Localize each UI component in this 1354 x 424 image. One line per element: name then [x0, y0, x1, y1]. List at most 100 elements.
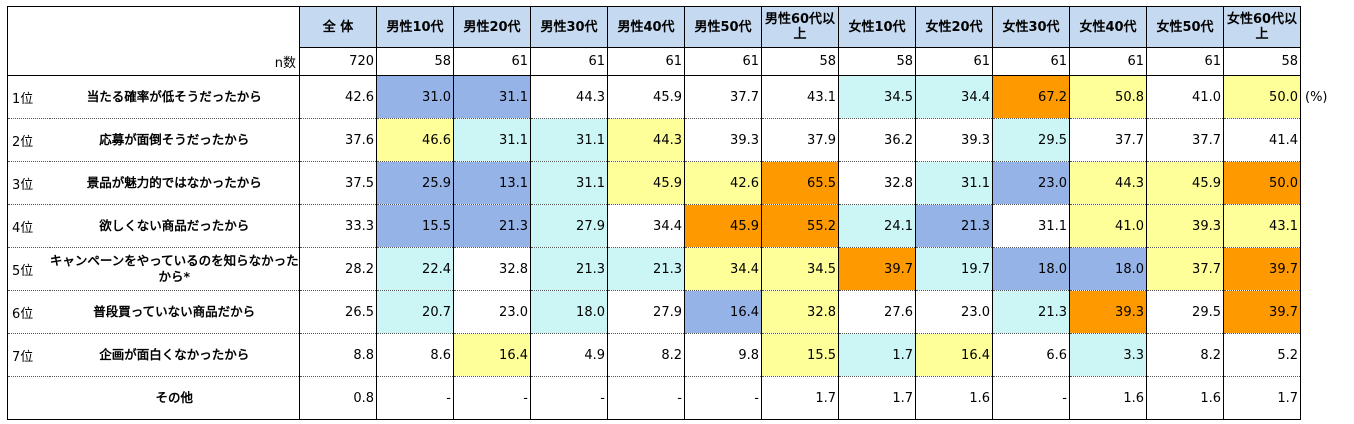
rank-cell: [7, 376, 50, 420]
value-cell: 26.5: [299, 290, 377, 334]
value-cell: 34.4: [915, 75, 993, 119]
value-cell: 18.0: [1069, 247, 1147, 291]
value-cell: 29.5: [1146, 290, 1224, 334]
spacer-cell: [1300, 290, 1339, 334]
value-cell: 37.7: [684, 75, 762, 119]
n-value: 61: [1069, 47, 1147, 76]
survey-table: 全 体男性10代 男性20代 男性30代 男性40代 男性50代 男性60代以上 女性10代…: [7, 6, 1339, 420]
value-cell: 44.3: [1069, 161, 1147, 205]
value-cell: 37.7: [1069, 118, 1147, 162]
spacer-cell: [1300, 161, 1339, 205]
value-cell: 22.4: [376, 247, 454, 291]
n-value: 61: [453, 47, 531, 76]
value-cell: 45.9: [607, 161, 685, 205]
column-header: 男性10代: [376, 6, 454, 48]
value-cell: 28.2: [299, 247, 377, 291]
value-cell: 33.3: [299, 204, 377, 248]
value-cell: 37.7: [1146, 247, 1224, 291]
table-row: 2位 応募が面倒そうだったから 37.6 46.6 31.1 31.1 44.3 39.3 37…: [7, 118, 1339, 162]
value-cell: 39.7: [1223, 290, 1301, 334]
rank-cell: 5位: [7, 247, 50, 291]
value-cell: 21.3: [992, 290, 1070, 334]
value-cell: 41.0: [1069, 204, 1147, 248]
value-cell: 21.3: [915, 204, 993, 248]
value-cell: 31.1: [453, 75, 531, 119]
column-header: 女性10代: [838, 6, 916, 48]
column-header: 女性50代: [1146, 6, 1224, 48]
value-cell: 39.3: [1146, 204, 1224, 248]
value-cell: -: [607, 376, 685, 420]
value-cell: 27.6: [838, 290, 916, 334]
value-cell: 15.5: [376, 204, 454, 248]
value-cell: 43.1: [1223, 204, 1301, 248]
column-header: 女性60代以上: [1223, 6, 1301, 48]
value-cell: 23.0: [915, 290, 993, 334]
value-cell: 5.2: [1223, 333, 1301, 377]
value-cell: 1.7: [761, 376, 839, 420]
n-label: n数: [7, 47, 300, 76]
table-row: 4位 欲しくない商品だったから 33.3 15.5 21.3 27.9 34.4 45.9 55…: [7, 204, 1339, 248]
spacer-cell: [1300, 333, 1339, 377]
value-cell: 27.9: [530, 204, 608, 248]
rank-cell: 3位: [7, 161, 50, 205]
value-cell: -: [530, 376, 608, 420]
column-header: 男性40代: [607, 6, 685, 48]
value-cell: 55.2: [761, 204, 839, 248]
spacer-cell: [1300, 204, 1339, 248]
value-cell: 21.3: [530, 247, 608, 291]
value-cell: 15.5: [761, 333, 839, 377]
value-cell: 16.4: [453, 333, 531, 377]
value-cell: 23.0: [453, 290, 531, 334]
column-header: 女性20代: [915, 6, 993, 48]
value-cell: 41.4: [1223, 118, 1301, 162]
value-cell: 31.0: [376, 75, 454, 119]
value-cell: 39.7: [838, 247, 916, 291]
column-header: 男性20代: [453, 6, 531, 48]
value-cell: 18.0: [530, 290, 608, 334]
table-row: その他 0.8- - - - -1.7 1.7 1.6-1.6 1.6 1.7: [7, 376, 1339, 420]
value-cell: 1.7: [838, 333, 916, 377]
table-row: 5位 キャンペーンをやっているのを知らなかったから* 28.2 22.4 32.8 21.…: [7, 247, 1339, 291]
value-cell: 45.9: [684, 204, 762, 248]
n-value: 61: [684, 47, 762, 76]
value-cell: 1.7: [838, 376, 916, 420]
value-cell: 25.9: [376, 161, 454, 205]
value-cell: 16.4: [684, 290, 762, 334]
value-cell: 44.3: [607, 118, 685, 162]
reason-label: 応募が面倒そうだったから: [49, 118, 300, 162]
value-cell: 23.0: [992, 161, 1070, 205]
n-value: 58: [761, 47, 839, 76]
value-cell: 36.2: [838, 118, 916, 162]
reason-label: 欲しくない商品だったから: [49, 204, 300, 248]
value-cell: 37.6: [299, 118, 377, 162]
column-header: 男性60代以上: [761, 6, 839, 48]
reason-label: その他: [49, 376, 300, 420]
value-cell: 45.9: [1146, 161, 1224, 205]
value-cell: 34.5: [838, 75, 916, 119]
n-value: 58: [1223, 47, 1301, 76]
unit-label: (%): [1300, 75, 1339, 119]
value-cell: 21.3: [453, 204, 531, 248]
value-cell: 44.3: [530, 75, 608, 119]
value-cell: 39.3: [915, 118, 993, 162]
value-cell: 39.3: [684, 118, 762, 162]
value-cell: 0.8: [299, 376, 377, 420]
value-cell: 34.4: [607, 204, 685, 248]
rank-cell: 4位: [7, 204, 50, 248]
value-cell: 6.6: [992, 333, 1070, 377]
value-cell: 1.6: [1069, 376, 1147, 420]
value-cell: 32.8: [838, 161, 916, 205]
value-cell: -: [453, 376, 531, 420]
n-value: 61: [915, 47, 993, 76]
value-cell: 21.3: [607, 247, 685, 291]
n-value: 58: [838, 47, 916, 76]
table-row: 6位 普段買っていない商品だから 26.5 20.7 23.0 18.0 27.9 16.4 3…: [7, 290, 1339, 334]
value-cell: 1.6: [1146, 376, 1224, 420]
value-cell: 67.2: [992, 75, 1070, 119]
value-cell: 19.7: [915, 247, 993, 291]
value-cell: 39.3: [1069, 290, 1147, 334]
value-cell: 9.8: [684, 333, 762, 377]
table-row: 7位 企画が面白くなかったから 8.8 8.6 16.4 4.9 8.2 9.8 15.5 1.7…: [7, 333, 1339, 377]
value-cell: 42.6: [684, 161, 762, 205]
spacer-cell: [1300, 376, 1339, 420]
